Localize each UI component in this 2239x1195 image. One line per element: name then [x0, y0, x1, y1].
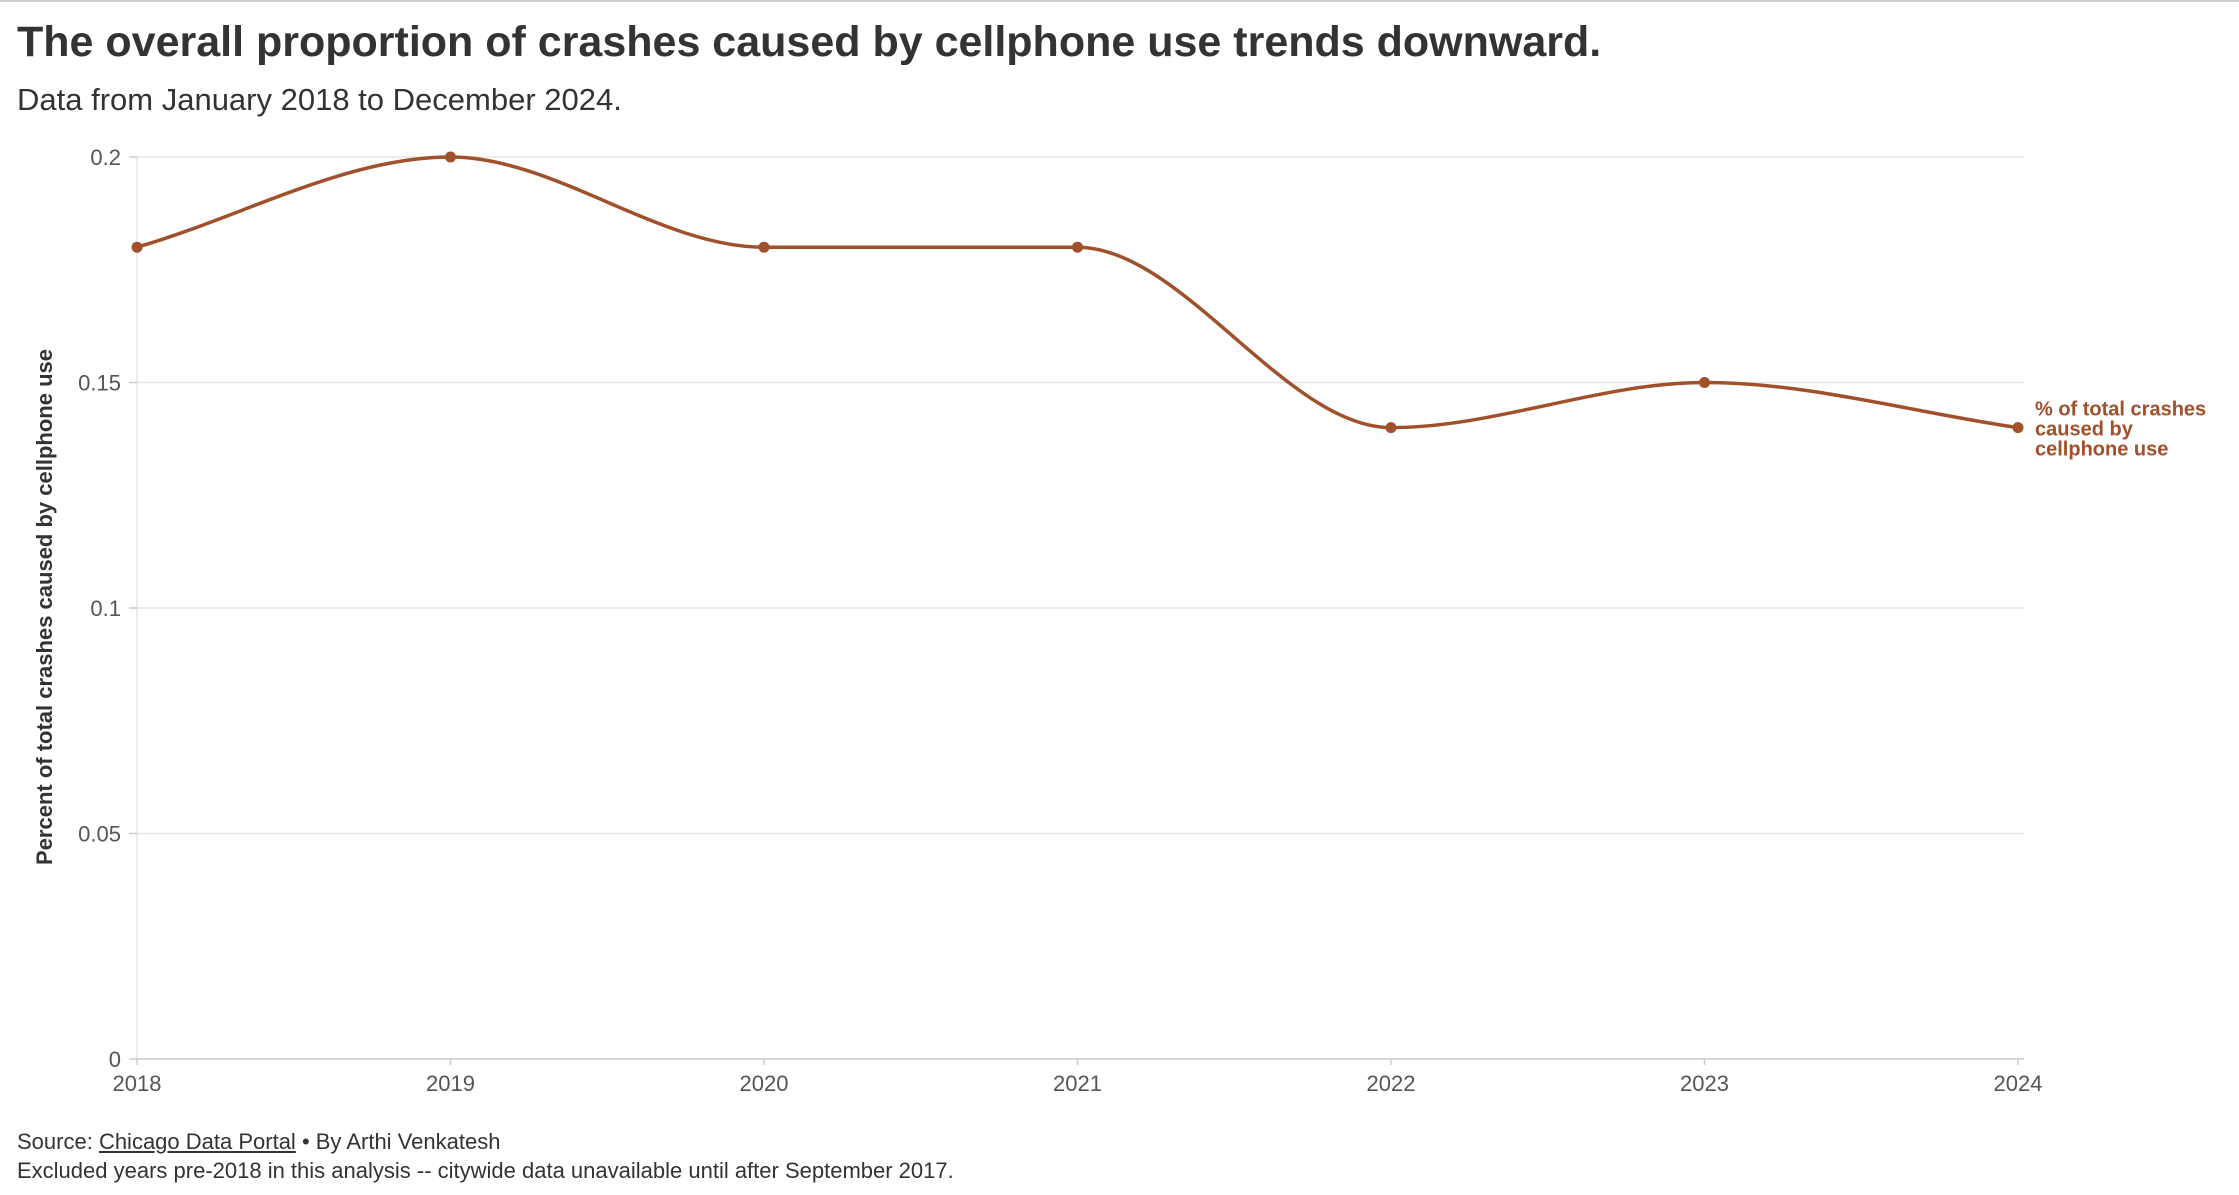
- source-prefix: Source:: [17, 1129, 99, 1154]
- data-point: [445, 151, 456, 163]
- series-label-line: caused by: [2035, 419, 2134, 441]
- chart-subtitle: Data from January 2018 to December 2024.: [17, 82, 622, 117]
- y-tick-label: 0: [109, 1047, 121, 1072]
- source-suffix: • By Arthi Venkatesh: [295, 1129, 501, 1154]
- chart-title: The overall proportion of crashes caused…: [17, 18, 1602, 66]
- source-link[interactable]: Chicago Data Portal: [98, 1129, 296, 1154]
- data-point: [758, 241, 770, 253]
- top-rule: [0, 0, 2239, 2]
- source-line: Source: Chicago Data Portal • By Arthi V…: [17, 1127, 954, 1156]
- x-tick-label: 2021: [1053, 1071, 1102, 1096]
- x-axis-ticks: 2018 2019 2020 2021 2022 2023 2024: [113, 1071, 2043, 1096]
- data-points: [131, 151, 2024, 434]
- footer: Source: Chicago Data Portal • By Arthi V…: [17, 1127, 954, 1185]
- y-tick-label: 0.1: [90, 596, 121, 621]
- y-axis-label: Percent of total crashes caused by cellp…: [32, 349, 57, 865]
- gridlines: [129, 156, 2024, 1065]
- data-point: [1072, 241, 1083, 253]
- y-tick-label: 0.2: [90, 145, 121, 170]
- data-point: [2012, 422, 2024, 434]
- x-tick-label: 2024: [1994, 1071, 2043, 1096]
- series-label-line: % of total crashes: [2035, 399, 2206, 421]
- data-point: [1385, 422, 1397, 434]
- y-axis-ticks: 0 0.05 0.1 0.15 0.2: [78, 145, 121, 1072]
- footnote: Excluded years pre-2018 in this analysis…: [17, 1158, 954, 1183]
- y-tick-label: 0.05: [78, 822, 121, 847]
- x-tick-label: 2020: [740, 1071, 789, 1096]
- x-tick-label: 2018: [113, 1071, 162, 1096]
- x-tick-label: 2019: [426, 1071, 475, 1096]
- x-tick-label: 2023: [1680, 1071, 1729, 1096]
- data-point: [1699, 377, 1710, 388]
- x-tick-label: 2022: [1367, 1071, 1416, 1096]
- series-line: [136, 155, 2019, 430]
- data-point: [131, 241, 143, 253]
- line-chart: 0 0.05 0.1 0.15 0.2 2018 2019 2020 2021 2022 2023…: [32, 145, 2206, 1096]
- y-tick-label: 0.15: [78, 371, 121, 396]
- series-label-line: cellphone use: [2035, 439, 2168, 461]
- series-label: % of total crashes caused by cellphone use: [2035, 399, 2206, 461]
